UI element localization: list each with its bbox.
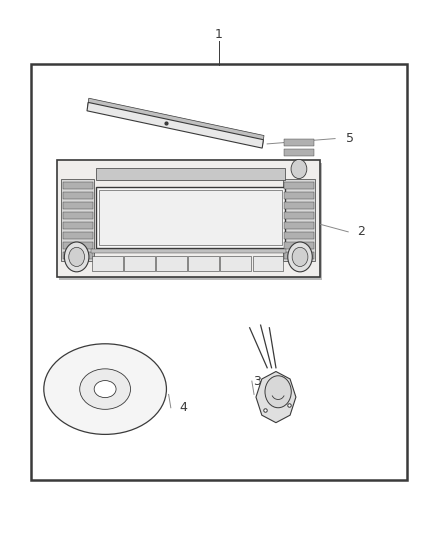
Bar <box>31 64 407 480</box>
Bar <box>284 182 314 189</box>
Bar <box>284 231 314 239</box>
Bar <box>92 256 123 271</box>
Ellipse shape <box>80 369 131 409</box>
Bar <box>96 187 285 248</box>
Bar <box>253 256 283 271</box>
Bar <box>284 222 314 229</box>
Bar <box>96 168 285 180</box>
Ellipse shape <box>94 381 116 398</box>
Text: 1: 1 <box>215 28 223 41</box>
Bar <box>284 139 314 146</box>
Bar <box>284 201 314 208</box>
Bar <box>284 191 314 199</box>
Circle shape <box>265 376 291 408</box>
Bar <box>63 201 93 208</box>
Bar <box>59 163 322 280</box>
Bar <box>63 191 93 199</box>
Bar <box>124 256 155 271</box>
Bar <box>284 212 314 219</box>
Bar <box>91 249 286 253</box>
Text: 3: 3 <box>253 375 261 387</box>
Bar <box>188 256 219 271</box>
Circle shape <box>64 242 89 272</box>
Circle shape <box>291 159 307 179</box>
Ellipse shape <box>44 344 166 434</box>
Bar <box>99 190 282 245</box>
Polygon shape <box>256 372 296 423</box>
Bar <box>63 182 93 189</box>
Circle shape <box>69 247 85 266</box>
Bar <box>63 231 93 239</box>
Bar <box>284 241 314 248</box>
Text: 2: 2 <box>357 225 365 238</box>
Bar <box>63 252 93 259</box>
Bar <box>284 252 314 259</box>
Bar <box>156 256 187 271</box>
Bar <box>220 256 251 271</box>
Bar <box>63 222 93 229</box>
Bar <box>57 160 320 277</box>
Text: 4: 4 <box>180 401 187 414</box>
Text: 5: 5 <box>346 132 354 145</box>
Bar <box>284 149 314 156</box>
Bar <box>63 241 93 248</box>
Polygon shape <box>87 98 264 146</box>
Circle shape <box>292 247 308 266</box>
Bar <box>283 179 315 261</box>
Polygon shape <box>87 102 263 148</box>
Bar <box>63 212 93 219</box>
Bar <box>61 179 94 261</box>
Circle shape <box>288 242 312 272</box>
